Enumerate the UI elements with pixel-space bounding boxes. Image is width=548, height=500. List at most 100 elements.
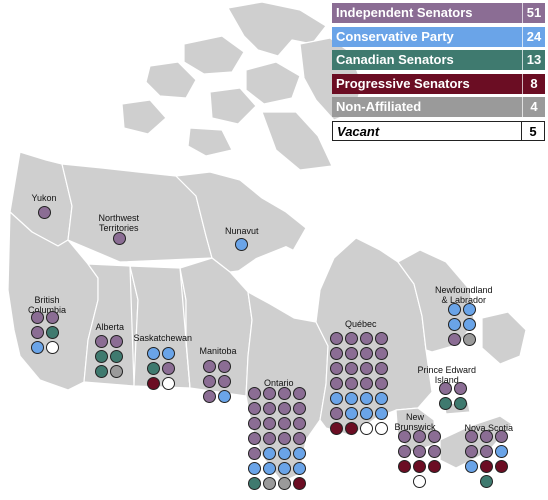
seat-independent	[203, 360, 216, 373]
seat-vacant	[375, 422, 388, 435]
seat-independent	[293, 387, 306, 400]
seat-conservative	[463, 303, 476, 316]
party-legend: Independent Senators 51 Conservative Party…	[332, 3, 545, 144]
seat-progressive	[345, 422, 358, 435]
seat-conservative	[248, 462, 261, 475]
seat-progressive	[413, 460, 426, 473]
seat-canadian	[46, 326, 59, 339]
seat-independent	[330, 332, 343, 345]
legend-divider	[522, 73, 523, 94]
seat-independent	[113, 232, 126, 245]
arctic-island	[121, 99, 167, 135]
arctic-island	[187, 127, 233, 157]
seat-independent	[293, 402, 306, 415]
seat-independent	[263, 387, 276, 400]
seat-independent	[110, 335, 123, 348]
seat-independent	[278, 432, 291, 445]
legend-label: Non-Affiliated	[336, 99, 422, 114]
seat-group-saskatchewan	[147, 347, 175, 390]
seat-conservative	[375, 392, 388, 405]
seat-independent	[46, 311, 59, 324]
seat-conservative	[448, 303, 461, 316]
seat-independent	[218, 375, 231, 388]
legend-item-canadian: Canadian Senators 13	[332, 50, 545, 70]
seat-group-nunavut	[235, 238, 248, 251]
seat-vacant	[360, 422, 373, 435]
seat-independent	[31, 311, 44, 324]
seat-nonaffiliated	[463, 333, 476, 346]
seat-independent	[360, 362, 373, 375]
arctic-island	[145, 61, 197, 99]
seat-progressive	[495, 460, 508, 473]
seat-group-alberta	[95, 335, 123, 378]
seat-independent	[375, 332, 388, 345]
seat-independent	[375, 377, 388, 390]
seat-independent	[263, 417, 276, 430]
seat-independent	[465, 430, 478, 443]
hudson-bay	[236, 246, 316, 320]
seat-independent	[263, 402, 276, 415]
seat-independent	[413, 445, 426, 458]
seat-canadian	[110, 350, 123, 363]
seat-group-manitoba	[203, 360, 231, 403]
arctic-island	[245, 61, 301, 105]
seat-conservative	[218, 390, 231, 403]
seat-independent	[465, 445, 478, 458]
seat-progressive	[480, 460, 493, 473]
province-label-nova-scotia: Nova Scotia	[464, 423, 514, 433]
seat-independent	[248, 402, 261, 415]
seat-group-quebec	[330, 332, 388, 435]
seat-conservative	[345, 407, 358, 420]
seat-independent	[248, 417, 261, 430]
legend-seat-count: 51	[526, 5, 542, 20]
seat-independent	[38, 206, 51, 219]
seat-independent	[95, 335, 108, 348]
province-label-nunavut: Nunavut	[225, 226, 259, 236]
seat-progressive	[147, 377, 160, 390]
seat-conservative	[263, 462, 276, 475]
seat-independent	[428, 430, 441, 443]
seat-conservative	[162, 347, 175, 360]
seat-independent	[398, 445, 411, 458]
seat-group-newfoundland-labrador	[448, 303, 476, 346]
seat-canadian	[454, 397, 467, 410]
legend-label: Vacant	[337, 123, 380, 139]
legend-seat-count: 8	[530, 75, 538, 91]
legend-seat-count: 5	[529, 123, 537, 139]
province-label-quebec: Québec	[345, 319, 377, 329]
province-label-northwest-territories: Northwest Territories	[98, 213, 140, 233]
seat-conservative	[375, 407, 388, 420]
seat-canadian	[480, 475, 493, 488]
seat-progressive	[398, 460, 411, 473]
seat-nonaffiliated	[110, 365, 123, 378]
seat-independent	[375, 347, 388, 360]
province-label-british-columbia: British Columbia	[28, 295, 67, 315]
seat-independent	[330, 347, 343, 360]
seat-independent	[448, 333, 461, 346]
seat-independent	[454, 382, 467, 395]
seat-conservative	[31, 341, 44, 354]
seat-independent	[278, 417, 291, 430]
seat-conservative	[345, 392, 358, 405]
seat-conservative	[360, 392, 373, 405]
seat-group-prince-edward-island	[439, 382, 467, 410]
newfoundland-island	[481, 311, 527, 365]
seat-conservative	[465, 460, 478, 473]
seat-conservative	[235, 238, 248, 251]
seat-independent	[345, 377, 358, 390]
seat-conservative	[448, 318, 461, 331]
arctic-island	[227, 1, 327, 57]
legend-label: Canadian Senators	[336, 52, 454, 67]
seat-independent	[263, 432, 276, 445]
seat-independent	[375, 362, 388, 375]
seat-independent	[330, 362, 343, 375]
seat-independent	[218, 360, 231, 373]
seat-independent	[330, 377, 343, 390]
seat-independent	[480, 445, 493, 458]
arctic-island	[183, 35, 245, 75]
seat-independent	[345, 347, 358, 360]
legend-item-conservative: Conservative Party 24	[332, 26, 545, 47]
seat-conservative	[278, 462, 291, 475]
seat-group-new-brunswick	[398, 430, 441, 488]
seat-progressive	[428, 460, 441, 473]
